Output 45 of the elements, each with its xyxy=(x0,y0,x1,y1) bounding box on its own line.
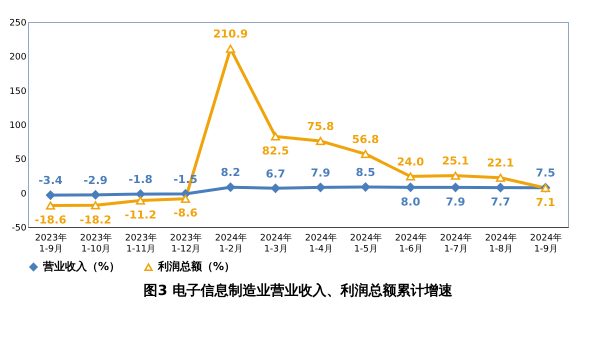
x-tick-label: 2024年 1-3月 xyxy=(260,232,292,254)
data-label: 7.9 xyxy=(446,195,466,208)
data-label: 7.1 xyxy=(536,196,556,209)
data-label: 82.5 xyxy=(262,144,290,158)
data-label: 75.8 xyxy=(306,120,334,134)
data-label: 7.5 xyxy=(536,166,556,180)
y-tick-label: 50 xyxy=(15,155,27,166)
data-label: 56.8 xyxy=(352,133,380,146)
y-tick-label: -50 xyxy=(12,224,27,234)
data-label: 22.1 xyxy=(486,156,514,170)
y-tick-label: 150 xyxy=(9,86,27,97)
y-tick-label: 250 xyxy=(9,18,27,28)
data-label: 8.2 xyxy=(220,166,240,180)
legend-label: 利润总额（%） xyxy=(157,260,236,274)
x-tick-label: 2023年 1-9月 xyxy=(35,232,67,254)
data-label: 24.0 xyxy=(396,155,424,168)
y-tick-label: 100 xyxy=(9,121,27,131)
data-label: 7.7 xyxy=(490,196,510,209)
data-label: 25.1 xyxy=(442,154,470,168)
x-tick-label: 2024年 1-5月 xyxy=(350,232,382,254)
x-tick-label: 2024年 1-4月 xyxy=(305,232,337,254)
x-tick-label: 2023年 1-12月 xyxy=(170,232,202,254)
y-tick-label: 0 xyxy=(20,189,27,200)
data-label: -3.4 xyxy=(38,174,63,188)
x-tick-label: 2024年 1-9月 xyxy=(530,232,562,254)
data-label: 7.9 xyxy=(310,166,330,180)
data-label: 8.0 xyxy=(400,195,421,208)
data-label: -11.2 xyxy=(124,208,156,222)
data-label: -1.8 xyxy=(128,173,153,186)
data-label: 6.7 xyxy=(266,167,286,180)
x-tick-label: 2023年 1-11月 xyxy=(125,232,157,254)
data-label: 210.9 xyxy=(213,28,248,41)
data-label: -18.2 xyxy=(80,213,112,226)
x-tick-label: 2024年 1-2月 xyxy=(215,232,247,254)
x-tick-label: 2024年 1-8月 xyxy=(485,232,517,254)
x-tick-label: 2024年 1-6月 xyxy=(395,232,427,254)
y-tick-label: 200 xyxy=(9,52,27,63)
x-tick-label: 2024年 1-7月 xyxy=(440,232,472,254)
legend-label: 营业收入（%） xyxy=(42,260,120,273)
data-label: -18.6 xyxy=(34,214,67,227)
text: 图3 电子信息制造业营业收入、利润总额累计增速 xyxy=(144,282,454,299)
data-label: 8.5 xyxy=(356,166,376,180)
x-tick-label: 2023年 1-10月 xyxy=(80,232,112,254)
data-label: -8.6 xyxy=(173,206,198,220)
data-label: -2.9 xyxy=(83,174,108,187)
